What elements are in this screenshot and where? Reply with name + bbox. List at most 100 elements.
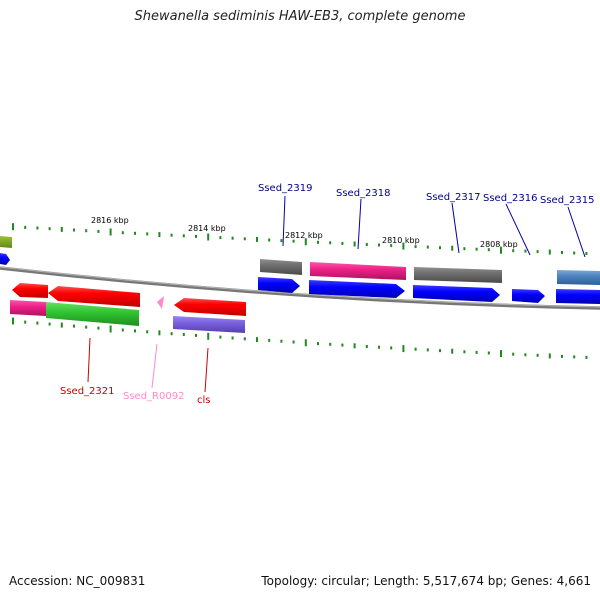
leader-line: [567, 206, 586, 258]
scale-tick: [158, 330, 161, 336]
scale-tick: [439, 246, 441, 250]
scale-tick: [426, 245, 429, 249]
gene-feature-pink[interactable]: [310, 262, 406, 280]
gene-feature-green[interactable]: [46, 302, 139, 326]
gene-feature-gray[interactable]: [260, 259, 302, 275]
scale-tick: [304, 238, 307, 246]
scale-tick: [512, 249, 515, 253]
gene-feature-blue[interactable]: [0, 253, 10, 265]
scale-tick: [146, 330, 149, 334]
scale-tick: [463, 247, 466, 251]
scale-label: 2808 kbp: [480, 240, 518, 249]
scale-label: 2814 kbp: [188, 224, 226, 233]
scale-tick: [292, 239, 295, 243]
scale-tick: [268, 238, 271, 242]
genome-backbone: [0, 266, 600, 310]
gene-feature-purple[interactable]: [173, 316, 245, 333]
scale-tick: [487, 248, 490, 252]
scale-tick: [475, 350, 478, 354]
scale-tick: [85, 229, 88, 233]
gene-feature-blue[interactable]: [309, 280, 405, 298]
scale-tick: [487, 351, 490, 355]
scale-tick: [585, 355, 588, 359]
gene-feature-olive[interactable]: [0, 236, 12, 248]
scale-tick: [158, 232, 161, 238]
gene-feature-steel[interactable]: [557, 270, 600, 285]
gene-feature-pink[interactable]: [10, 300, 46, 316]
genome-summary-text: Topology: circular; Length: 5,517,674 bp…: [261, 574, 591, 588]
scale-tick: [109, 228, 112, 236]
scale-tick: [109, 325, 112, 333]
scale-tick: [146, 232, 149, 236]
scale-tick: [280, 239, 283, 243]
leader-line: [151, 343, 158, 389]
scale-tick: [353, 241, 356, 247]
scale-tick: [24, 225, 27, 229]
accession-text: Accession: NC_009831: [9, 574, 146, 588]
scale-tick: [219, 335, 222, 339]
scale-tick: [36, 226, 39, 230]
scale-tick: [561, 251, 563, 254]
scale-tick: [268, 338, 271, 342]
scale-tick: [121, 328, 124, 332]
scale-tick: [378, 345, 380, 349]
scale-label: 2810 kbp: [382, 236, 420, 245]
gene-label-Ssed_2321[interactable]: Ssed_2321: [60, 386, 115, 397]
scale-tick: [500, 350, 502, 358]
scale-tick: [97, 326, 100, 330]
scale-ticks-lower: [12, 317, 588, 359]
gene-label-cls[interactable]: cls: [197, 395, 211, 406]
gene-feature-blue[interactable]: [556, 289, 600, 304]
scale-tick: [439, 349, 441, 353]
scale-tick: [256, 236, 258, 242]
scale-tick: [182, 234, 185, 238]
scale-tick: [195, 333, 197, 337]
gene-feature-gray[interactable]: [414, 267, 502, 283]
leader-line: [505, 203, 531, 256]
gene-label-Ssed_2319[interactable]: Ssed_2319: [258, 183, 313, 194]
scale-tick: [573, 355, 576, 359]
scale-tick: [60, 322, 63, 328]
gene-label-Ssed_2315[interactable]: Ssed_2315: [540, 195, 595, 206]
scale-tick: [73, 228, 75, 232]
scale-tick: [561, 354, 563, 358]
scale-tick: [548, 353, 551, 359]
scale-tick: [231, 236, 234, 240]
scale-ticks-upper: [12, 223, 588, 255]
gene-feature-blue[interactable]: [512, 289, 545, 303]
scale-tick: [329, 342, 332, 346]
scale-tick: [85, 325, 88, 329]
scale-tick: [243, 337, 246, 341]
scale-tick: [548, 249, 551, 255]
gene-label-Ssed_2317[interactable]: Ssed_2317: [426, 192, 481, 203]
scale-tick: [134, 329, 136, 333]
gene-feature-red[interactable]: [174, 298, 246, 316]
scale-tick: [402, 345, 405, 353]
gene-feature-red[interactable]: [48, 286, 140, 307]
scale-tick: [414, 245, 417, 249]
scale-tick: [243, 237, 246, 241]
scale-tick: [219, 236, 222, 240]
scale-tick: [329, 241, 332, 245]
scale-tick: [304, 339, 307, 347]
scale-tick: [426, 348, 429, 352]
scale-tick: [341, 241, 344, 245]
gene-label-Ssed_2318[interactable]: Ssed_2318: [336, 188, 391, 199]
gene-feature-red[interactable]: [12, 283, 48, 298]
scale-tick: [182, 333, 185, 336]
scale-tick: [207, 332, 210, 340]
gene-label-Ssed_R0092[interactable]: Ssed_R0092: [123, 391, 184, 402]
gene-feature-blue[interactable]: [258, 277, 300, 293]
rna-feature[interactable]: [157, 296, 164, 309]
scale-tick: [121, 231, 124, 235]
scale-tick: [353, 343, 356, 349]
gene-label-Ssed_2316[interactable]: Ssed_2316: [483, 193, 538, 204]
scale-tick: [390, 346, 393, 350]
scale-tick: [170, 233, 173, 237]
scale-tick: [317, 342, 319, 346]
gene-feature-blue[interactable]: [413, 285, 500, 302]
scale-tick: [292, 340, 295, 344]
leader-line: [451, 202, 460, 254]
scale-tick: [414, 347, 417, 351]
